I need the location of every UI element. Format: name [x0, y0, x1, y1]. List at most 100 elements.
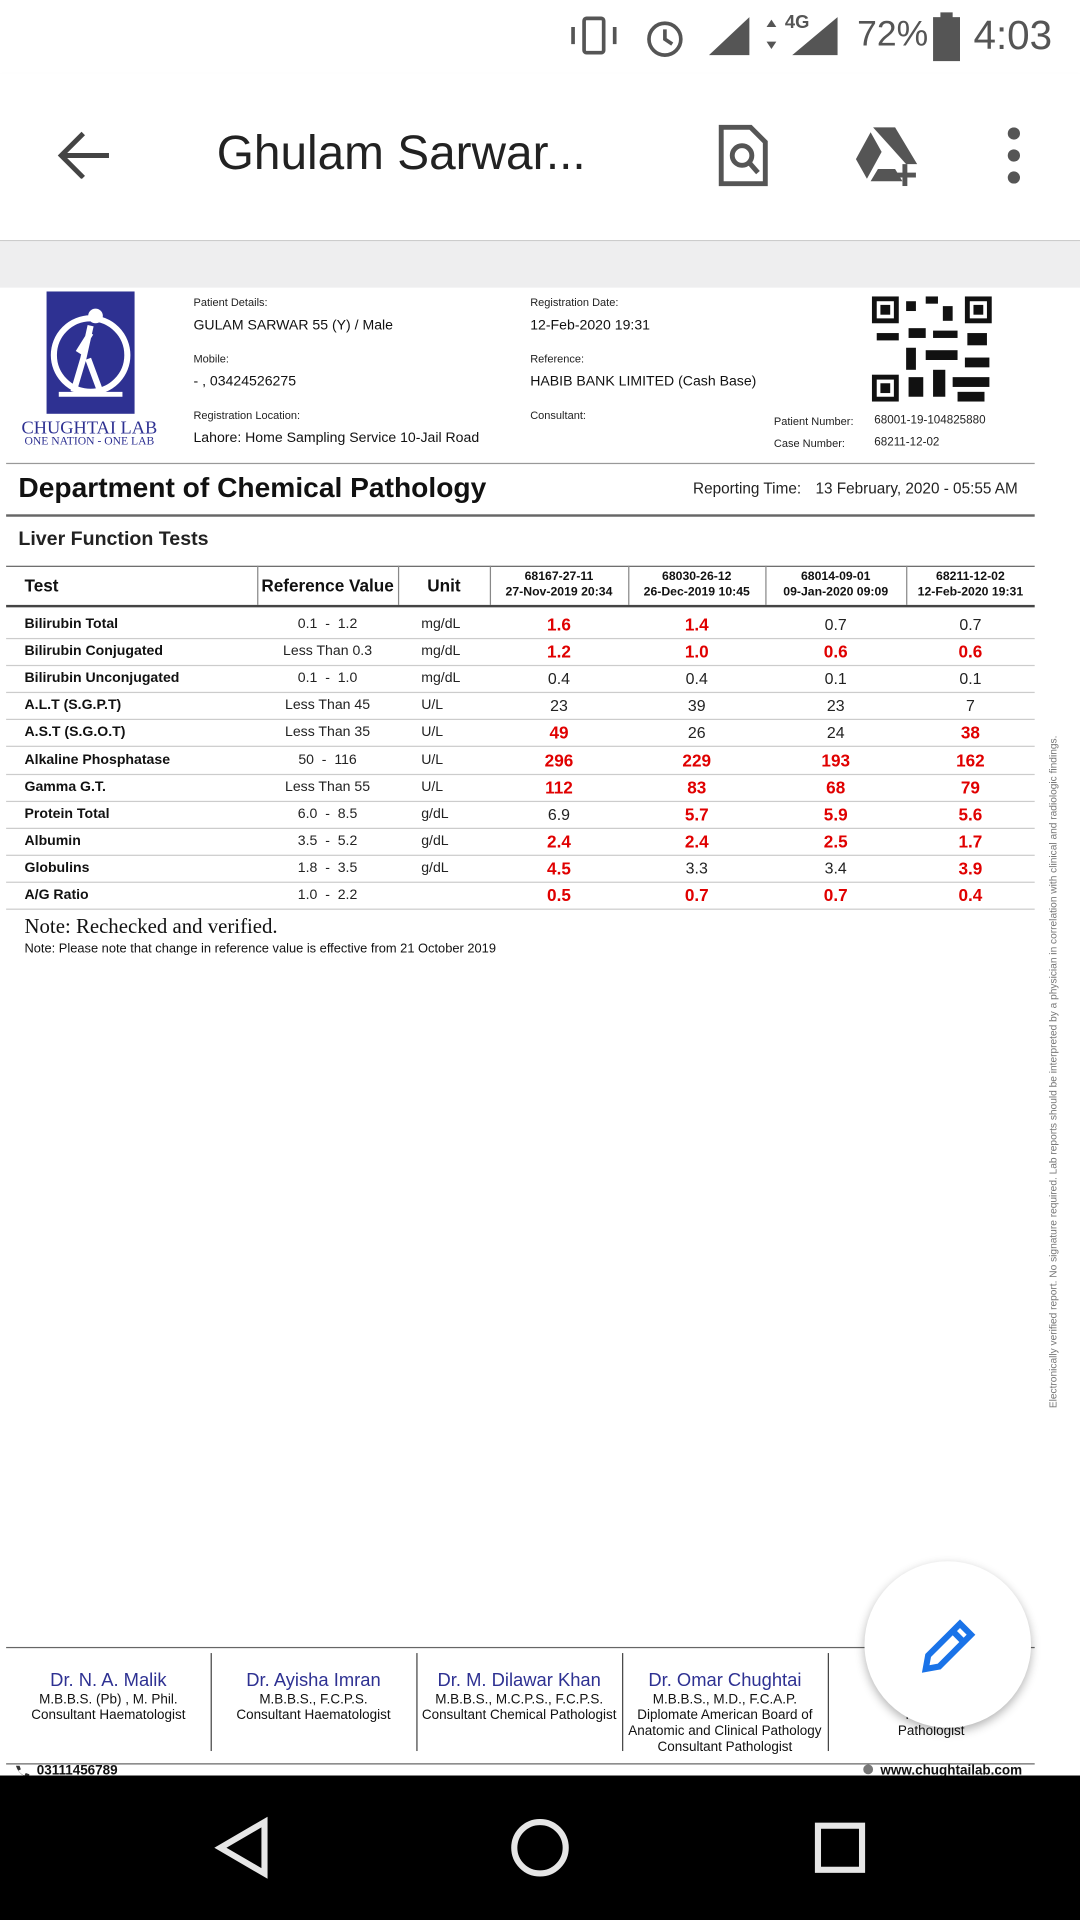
field-label: Consultant: — [530, 408, 586, 422]
test-name: Albumin — [24, 833, 81, 849]
row-rule — [6, 746, 1035, 748]
row-rule — [6, 773, 1035, 775]
recents-nav[interactable] — [814, 1822, 866, 1873]
field-value: Lahore: Home Sampling Service 10-Jail Ro… — [193, 431, 480, 446]
note: Note: Rechecked and verified. — [24, 914, 278, 938]
reference-range: 3.5 - 5.2 — [297, 833, 358, 849]
test-name: A.L.T (S.G.P.T) — [24, 698, 122, 714]
result: 7 — [965, 696, 975, 715]
more-options[interactable] — [1002, 127, 1026, 184]
row-rule — [6, 719, 1035, 721]
result: 0.4 — [547, 669, 571, 688]
clock: 4:03 — [973, 12, 1053, 58]
flagged-result: 1.7 — [958, 831, 983, 851]
visit-date: 27-Nov-2019 20:34 — [505, 585, 613, 600]
unit: U/L — [421, 779, 444, 795]
unit: mg/dL — [421, 671, 461, 686]
document-title: Ghulam Sarwar... — [216, 127, 586, 180]
flagged-result: 2.4 — [684, 831, 709, 851]
reference-range: Less Than 0.3 — [283, 644, 373, 659]
navigation-bar — [0, 1775, 1080, 1920]
result: 3.4 — [824, 858, 847, 878]
column-divider — [906, 565, 908, 605]
flagged-result: 83 — [687, 777, 707, 797]
doctor-credential: Pathologist — [897, 1724, 965, 1739]
field-label: Registration Date: — [530, 296, 619, 309]
column-divider — [628, 565, 630, 605]
home-nav[interactable] — [511, 1818, 569, 1877]
lab-name: CHUGHTAI LAB — [21, 418, 158, 439]
flagged-result: 112 — [545, 777, 573, 797]
unit: U/L — [421, 698, 444, 714]
column-header: Unit — [427, 575, 461, 596]
flagged-result: 68 — [826, 777, 846, 797]
row-rule — [6, 908, 1035, 910]
doctor-credential: Consultant Pathologist — [657, 1740, 793, 1755]
result: 24 — [826, 723, 845, 742]
flagged-result: 49 — [549, 722, 569, 743]
test-name: A.S.T (S.G.O.T) — [24, 725, 126, 741]
field-label: Mobile: — [193, 352, 229, 365]
nav-buttons — [214, 1816, 866, 1879]
unit: g/dL — [421, 833, 449, 849]
flagged-result: 5.6 — [958, 804, 983, 824]
back-button[interactable] — [54, 130, 115, 179]
id-value: 68211-12-02 — [874, 435, 940, 450]
unit: g/dL — [421, 806, 449, 822]
field-value: GULAM SARWAR 55 (Y) / Male — [193, 318, 394, 334]
back-nav[interactable] — [214, 1816, 268, 1879]
status-bar: 4G 72% 4:03 — [0, 0, 1080, 73]
column-divider — [257, 565, 259, 605]
test-name: Bilirubin Conjugated — [24, 644, 163, 659]
reference-range: Less Than 55 — [285, 779, 371, 795]
pencil-icon — [921, 1619, 976, 1673]
column-header: Test — [24, 575, 59, 596]
test-name: A/G Ratio — [24, 887, 89, 903]
divider — [6, 514, 1035, 517]
result: 0.7 — [959, 615, 982, 634]
flagged-result: 193 — [821, 750, 851, 770]
field-value: - , 03424526275 — [193, 374, 297, 390]
find-in-document[interactable] — [716, 122, 770, 188]
column-divider — [210, 1653, 212, 1752]
result: 0.1 — [824, 669, 847, 688]
field-value: HABIB BANK LIMITED (Cash Base) — [530, 374, 757, 390]
field-value: 12-Feb-2020 19:31 — [530, 318, 650, 334]
row-rule — [6, 692, 1035, 694]
lab-logo — [46, 291, 135, 414]
doctor-credential: M.B.B.S. (Pb) , M. Phil. — [39, 1692, 178, 1707]
status-icons — [571, 16, 838, 57]
divider — [6, 1763, 1035, 1765]
result: 23 — [550, 696, 568, 715]
edit-button[interactable] — [864, 1561, 1032, 1728]
column-divider — [765, 565, 767, 605]
field-label: Registration Location: — [193, 408, 301, 422]
doctor-credential: Consultant Haematologist — [31, 1708, 186, 1723]
test-name: Alkaline Phosphatase — [24, 752, 171, 768]
row-rule — [6, 637, 1035, 640]
column-divider — [622, 1653, 624, 1752]
result: 6.9 — [547, 804, 571, 824]
row-rule — [6, 827, 1035, 829]
web-icon — [863, 1764, 874, 1775]
result: 26 — [687, 723, 706, 742]
doctor-name: Dr. Ayisha Imran — [246, 1670, 381, 1692]
flagged-result: 1.2 — [547, 641, 571, 662]
flagged-result: 5.7 — [684, 804, 709, 824]
doctor-credential: M.B.B.S., M.D., F.C.A.P. — [652, 1692, 798, 1707]
id-value: 68001-19-104825880 — [874, 413, 986, 428]
app-bar: Ghulam Sarwar... — [0, 73, 1080, 242]
flagged-result: 0.6 — [823, 641, 848, 662]
visit-date: 26-Dec-2019 10:45 — [643, 585, 750, 600]
unit: U/L — [421, 725, 444, 741]
id-label: Case Number: — [773, 437, 845, 450]
save-to-drive[interactable] — [853, 125, 924, 187]
doctor-credential: M.B.B.S., M.C.P.S., F.C.P.S. — [435, 1692, 604, 1707]
flagged-result: 2.4 — [547, 831, 571, 851]
test-name: Protein Total — [24, 806, 110, 822]
doctor-credential: Anatomic and Clinical Pathology — [628, 1724, 822, 1739]
unit: g/dL — [421, 860, 449, 876]
network-type: 4G — [784, 12, 810, 34]
section-title: Liver Function Tests — [18, 528, 209, 550]
flagged-result: 1.0 — [684, 641, 709, 662]
